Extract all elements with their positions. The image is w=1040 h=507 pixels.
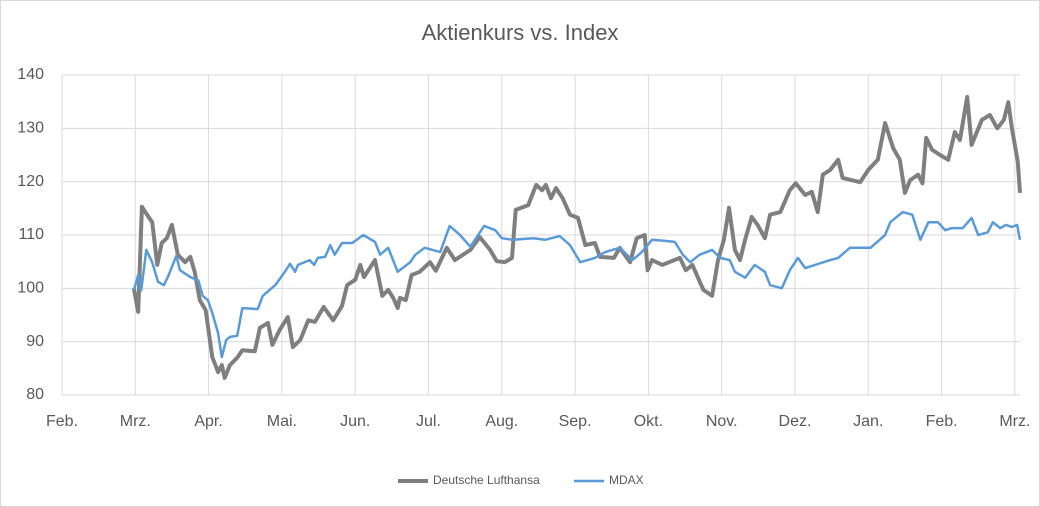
x-tick-label: Nov. <box>706 413 738 430</box>
legend-label: Deutsche Lufthansa <box>433 473 540 487</box>
y-tick-label: 90 <box>26 333 44 350</box>
y-tick-label: 100 <box>17 280 44 297</box>
chart-title: Aktienkurs vs. Index <box>422 20 619 45</box>
x-tick-label: Mrz. <box>999 413 1030 430</box>
y-tick-label: 80 <box>26 386 44 403</box>
x-tick-label: Feb. <box>46 413 78 430</box>
x-tick-label: Jul. <box>416 413 441 430</box>
x-tick-label: Jan. <box>853 413 883 430</box>
series-line <box>132 210 1022 359</box>
legend-label: MDAX <box>609 473 644 487</box>
y-tick-label: 110 <box>18 226 44 243</box>
x-tick-label: Mai. <box>267 413 297 430</box>
x-tick-label: Apr. <box>194 413 222 430</box>
x-tick-label: Sep. <box>559 413 592 430</box>
x-tick-label: Jun. <box>340 413 370 430</box>
y-tick-label: 140 <box>17 66 44 83</box>
x-tick-label: Feb. <box>926 413 958 430</box>
x-tick-label: Dez. <box>779 413 812 430</box>
x-tick-label: Okt. <box>634 413 663 430</box>
x-tick-label: Aug. <box>485 413 518 430</box>
x-tick-label: Mrz. <box>120 413 151 430</box>
series-line <box>131 94 1022 380</box>
y-tick-label: 130 <box>17 120 44 137</box>
y-tick-label: 120 <box>17 173 44 190</box>
